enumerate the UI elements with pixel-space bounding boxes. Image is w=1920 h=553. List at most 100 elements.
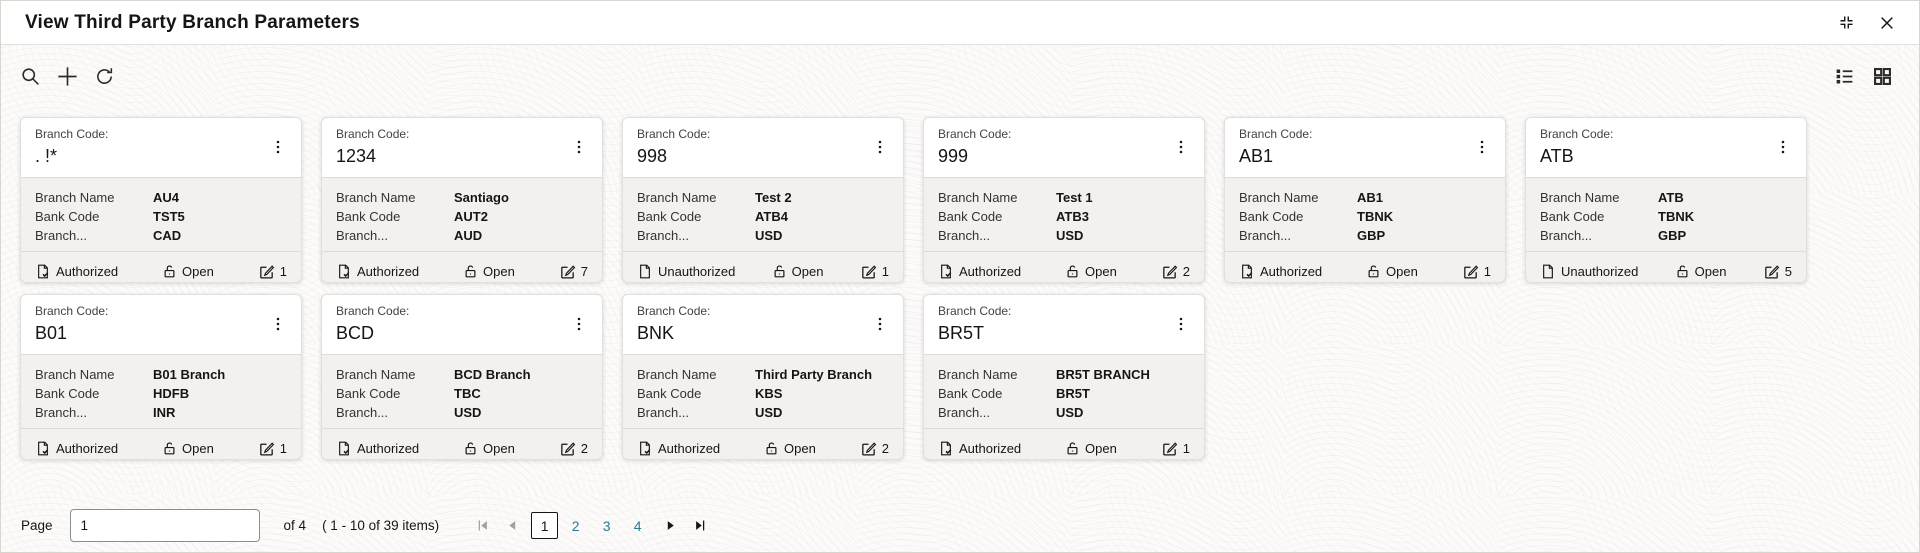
- card-field-row: Bank Code KBS: [637, 384, 889, 403]
- card-field-row: Branch... INR: [35, 403, 287, 422]
- page-number-4[interactable]: 4: [624, 512, 651, 539]
- edit-count: 1: [258, 440, 287, 457]
- lock-label: Open: [483, 263, 515, 279]
- field-label: Branch Name: [938, 190, 1018, 205]
- card-menu-icon[interactable]: [265, 309, 291, 339]
- edit-count-value: 2: [1182, 263, 1190, 279]
- field-label: Bank Code: [1540, 209, 1605, 224]
- field-label: Bank Code: [938, 209, 1003, 224]
- field-value: INR: [153, 405, 176, 420]
- card-header: Branch Code: 999: [924, 118, 1204, 178]
- branch-card[interactable]: Branch Code: AB1 Branch Name AB1 Bank Co…: [1224, 117, 1506, 283]
- authorization-status: Unauthorized: [1540, 263, 1638, 280]
- card-footer: Authorized Open: [21, 428, 301, 459]
- authorization-status: Authorized: [1239, 263, 1322, 280]
- card-header-text: Branch Code: BNK: [637, 303, 710, 345]
- authorization-status: Authorized: [938, 263, 1021, 280]
- branch-code-label: Branch Code:: [35, 304, 109, 318]
- field-value: USD: [755, 405, 783, 420]
- card-field-row: Branch Name BCD Branch: [336, 365, 588, 384]
- card-menu-icon[interactable]: [566, 132, 592, 162]
- branch-card[interactable]: Branch Code: 998 Branch Name Test 2 Bank…: [622, 117, 904, 283]
- lock-label: Open: [182, 440, 214, 456]
- card-body: Branch Name Test 2 Bank Code ATB4 Branch…: [623, 178, 903, 251]
- branch-code-value: AB1: [1239, 146, 1274, 166]
- card-footer: Unauthorized Open: [623, 251, 903, 282]
- field-label: Branch Name: [336, 190, 416, 205]
- branch-card[interactable]: Branch Code: BCD Branch Name BCD Branch …: [321, 294, 603, 460]
- card-footer: Authorized Open: [924, 428, 1204, 459]
- card-field-row: Branch... GBP: [1239, 226, 1491, 245]
- status-doc-icon: [336, 440, 352, 457]
- toolbar-left: [15, 65, 115, 88]
- grid-view-icon[interactable]: [1872, 66, 1893, 87]
- card-menu-icon[interactable]: [867, 309, 893, 339]
- page-number-1[interactable]: 1: [531, 512, 559, 539]
- status-label: Unauthorized: [1561, 263, 1639, 279]
- edit-count: 1: [1161, 440, 1190, 457]
- status-label: Authorized: [1260, 263, 1323, 279]
- edit-count-value: 2: [580, 440, 588, 456]
- card-body: Branch Name BCD Branch Bank Code TBC Bra…: [322, 355, 602, 428]
- card-header: Branch Code: 998: [623, 118, 903, 178]
- card-header: Branch Code: BR5T: [924, 295, 1204, 355]
- lock-status: Open: [162, 263, 214, 280]
- toolbar: [15, 45, 1905, 91]
- pagination-bar: Page of 4 ( 1 - 10 of 39 items) 1234: [21, 509, 717, 542]
- previous-page-icon[interactable]: [499, 513, 525, 539]
- open-padlock-icon: [772, 263, 787, 280]
- edit-square-icon: [1462, 263, 1479, 280]
- collapse-icon[interactable]: [1838, 14, 1855, 31]
- field-value: Santiago: [454, 190, 509, 205]
- field-label: Branch...: [1239, 228, 1292, 243]
- refresh-icon[interactable]: [94, 66, 115, 87]
- card-menu-icon[interactable]: [1469, 132, 1495, 162]
- card-footer: Authorized Open: [21, 251, 301, 282]
- lock-status: Open: [162, 440, 214, 457]
- first-page-icon[interactable]: [469, 513, 495, 539]
- card-menu-icon[interactable]: [566, 309, 592, 339]
- branch-card[interactable]: Branch Code: BNK Branch Name Third Party…: [622, 294, 904, 460]
- branch-card[interactable]: Branch Code: 999 Branch Name Test 1 Bank…: [923, 117, 1205, 283]
- card-body: Branch Name AB1 Bank Code TBNK Branch...…: [1225, 178, 1505, 251]
- card-menu-icon[interactable]: [1168, 309, 1194, 339]
- card-header-text: Branch Code: BCD: [336, 303, 409, 345]
- branch-card[interactable]: Branch Code: B01 Branch Name B01 Branch …: [20, 294, 302, 460]
- field-label: Bank Code: [637, 386, 702, 401]
- edit-square-icon: [1161, 263, 1178, 280]
- field-value: B01 Branch: [153, 367, 226, 382]
- next-page-icon[interactable]: [657, 513, 683, 539]
- branch-code-label: Branch Code:: [938, 127, 1012, 141]
- branch-code-label: Branch Code:: [1540, 127, 1614, 141]
- branch-card[interactable]: Branch Code: 1234 Branch Name Santiago B…: [321, 117, 603, 283]
- card-menu-icon[interactable]: [265, 132, 291, 162]
- card-field-row: Branch... CAD: [35, 226, 287, 245]
- field-label: Branch...: [637, 405, 690, 420]
- edit-count: 5: [1763, 263, 1792, 280]
- card-menu-icon[interactable]: [1168, 132, 1194, 162]
- close-icon[interactable]: [1879, 15, 1895, 31]
- branch-code-value: . !*: [35, 146, 58, 166]
- card-field-row: Branch Name BR5T BRANCH: [938, 365, 1190, 384]
- branch-card[interactable]: Branch Code: . !* Branch Name AU4 Bank C…: [20, 117, 302, 283]
- edit-count-value: 7: [580, 263, 588, 279]
- card-body: Branch Name B01 Branch Bank Code HDFB Br…: [21, 355, 301, 428]
- branch-card[interactable]: Branch Code: ATB Branch Name ATB Bank Co…: [1525, 117, 1807, 283]
- lock-status: Open: [1675, 263, 1726, 280]
- lock-status: Open: [772, 263, 823, 280]
- branch-card[interactable]: Branch Code: BR5T Branch Name BR5T BRANC…: [923, 294, 1205, 460]
- page-number-2[interactable]: 2: [562, 512, 589, 539]
- card-menu-icon[interactable]: [1770, 132, 1796, 162]
- page-input[interactable]: [69, 509, 260, 542]
- last-page-icon[interactable]: [687, 513, 713, 539]
- add-icon[interactable]: [56, 65, 79, 88]
- page-number-3[interactable]: 3: [593, 512, 620, 539]
- card-field-row: Branch Name AU4: [35, 188, 287, 207]
- card-header-text: Branch Code: BR5T: [938, 303, 1011, 345]
- card-menu-icon[interactable]: [867, 132, 893, 162]
- field-label: Branch Name: [1239, 190, 1319, 205]
- list-view-icon[interactable]: [1834, 66, 1855, 87]
- search-icon[interactable]: [20, 66, 41, 87]
